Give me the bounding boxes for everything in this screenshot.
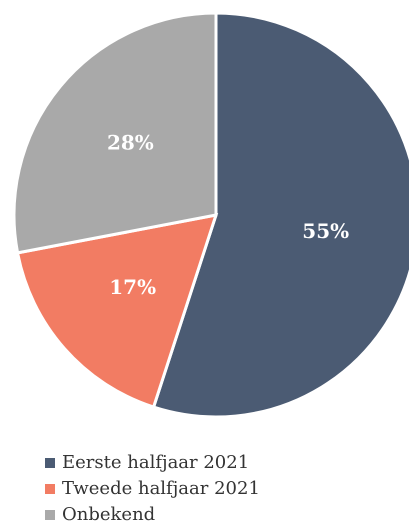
- legend-label: Tweede halfjaar 2021: [62, 478, 260, 499]
- legend-swatch: [45, 484, 55, 494]
- pie-slice: [15, 213, 219, 410]
- legend-label: Onbekend: [62, 504, 155, 525]
- pie-slice: [12, 11, 218, 255]
- slice-label: 28%: [107, 131, 154, 155]
- slice-label: 55%: [302, 219, 349, 243]
- legend-swatch: [45, 458, 55, 468]
- legend-swatch: [45, 510, 55, 520]
- legend-label: Eerste halfjaar 2021: [62, 452, 249, 473]
- slice-label: 17%: [109, 275, 156, 299]
